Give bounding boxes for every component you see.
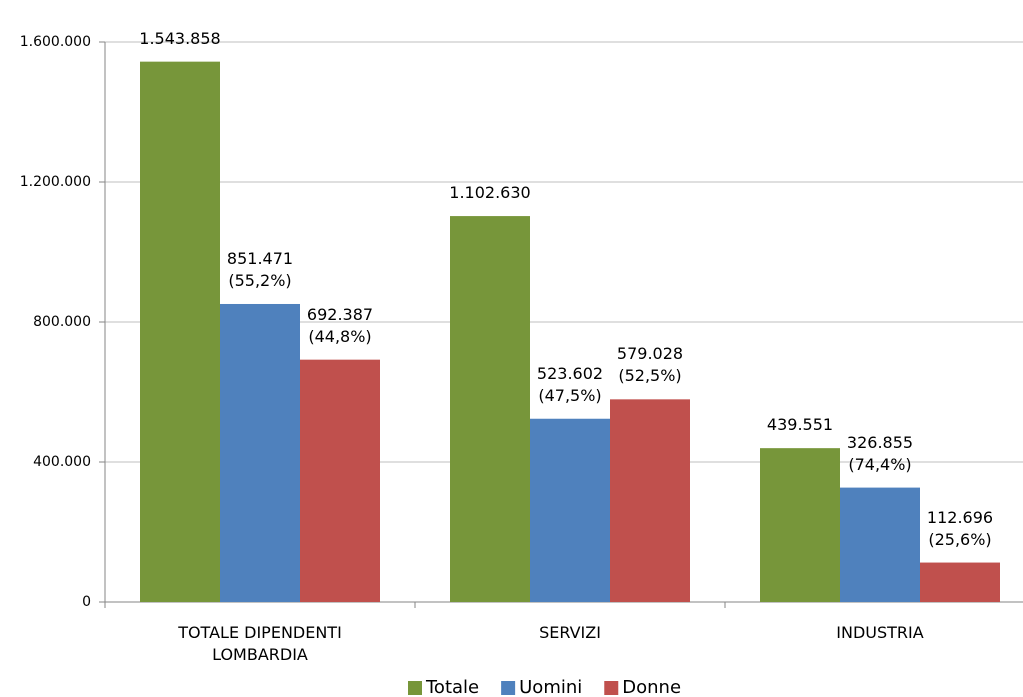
legend-label: Uomini [519,677,582,697]
data-label: 1.102.630 [449,183,531,203]
y-tick-label: 800.000 [33,314,91,330]
y-tick-label: 1.200.000 [20,174,91,190]
data-label: 523.602 (47,5%) [536,363,604,405]
data-label: 579.028 (52,5%) [616,344,684,386]
x-tick-label: INDUSTRIA [836,623,924,642]
data-label: 112.696 (25,6%) [926,507,994,549]
bar [610,399,690,602]
legend-swatch [501,681,516,695]
bar [760,448,840,602]
data-label: 326.855 (74,4%) [846,432,914,474]
bar [220,303,300,602]
data-label: 851.471 (55,2%) [226,248,294,290]
data-label: 439.551 [766,415,834,435]
data-label: 692.387 (44,8%) [306,304,374,346]
data-label: 1.543.858 [139,28,221,48]
x-tick-label: TOTALE DIPENDENTI LOMBARDIA [178,623,342,664]
legend-label: Totale [425,677,479,697]
bar [450,216,530,602]
bar [140,61,220,602]
legend-swatch [408,681,422,695]
y-tick-label: 1.600.000 [20,34,91,50]
x-tick-label: SERVIZI [539,623,601,642]
bar [840,487,920,602]
y-tick-label: 0 [82,594,91,610]
legend-label: Donne [622,677,681,697]
legend-swatch [604,681,619,695]
bar [920,562,1000,602]
bar [530,418,610,602]
bar [300,359,380,602]
y-tick-label: 400.000 [33,454,91,470]
